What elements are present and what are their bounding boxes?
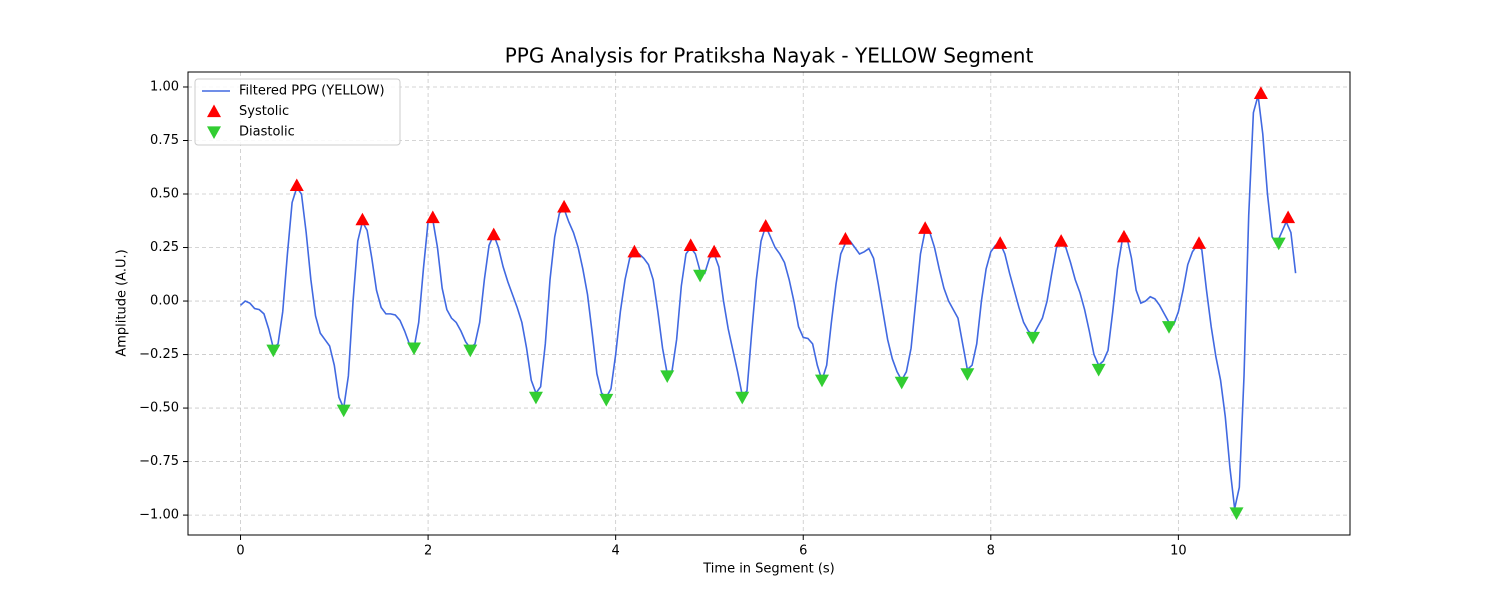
y-tick-label: −0.25 [139,347,179,362]
legend-label: Filtered PPG (YELLOW) [239,84,385,99]
triangle-down-marker [463,344,478,358]
x-tick-label: 6 [799,544,807,559]
triangle-up-marker [1192,236,1207,249]
legend: Filtered PPG (YELLOW) Systolic Diastolic [194,78,401,146]
triangle-up-marker [486,227,501,241]
legend-swatch [207,104,221,118]
triangle-down-marker [599,393,614,407]
triangle-up-marker [1116,229,1131,243]
triangle-up-marker [707,244,722,258]
triangle-down-marker [1091,363,1106,377]
triangle-up-marker [627,244,642,258]
triangle-up-marker [993,236,1008,249]
triangle-up-marker [838,231,853,245]
triangle-up-marker [1253,86,1268,100]
legend-label: Diastolic [239,125,295,140]
x-tick-label: 10 [1170,544,1187,559]
triangle-up-marker [425,210,440,224]
triangle-down-marker [528,391,543,405]
triangle-down-marker [1161,321,1176,334]
triangle-up-marker [1281,210,1296,224]
x-axis-label: Time in Segment (s) [702,562,834,577]
x-tick-label: 2 [424,544,432,559]
triangle-down-marker [894,376,909,390]
y-tick-label: 0.25 [150,240,179,255]
triangle-down-marker [1026,331,1041,345]
triangle-up-marker [918,221,933,234]
triangle-down-marker [960,368,975,381]
triangle-down-marker [693,269,708,283]
legend-swatch [207,126,221,139]
triangle-down-marker [407,342,422,356]
x-tick-label: 4 [612,544,620,559]
y-axis-label: Amplitude (A.U.) [115,249,130,356]
y-tick-label: 0.75 [150,133,179,148]
triangle-up-marker [289,178,304,192]
triangle-down-marker [814,374,829,388]
triangle-up-marker [557,199,572,213]
legend-label: Systolic [239,104,289,119]
chart-title: PPG Analysis for Pratiksha Nayak - YELLO… [505,44,1034,68]
triangle-up-marker [355,212,370,226]
y-tick-label: −0.75 [139,454,179,469]
triangle-down-marker [336,404,351,418]
triangle-up-marker [683,238,698,251]
triangle-down-marker [660,370,675,383]
y-tick-label: 1.00 [150,79,179,94]
y-tick-label: 0.50 [150,187,179,202]
x-tick-label: 8 [987,544,995,559]
y-tick-label: 0.00 [150,294,179,309]
triangle-up-marker [1054,234,1069,247]
triangle-down-marker [1271,237,1286,251]
plot-frame [187,71,1351,536]
triangle-down-marker [735,391,750,405]
x-tick-label: 0 [236,544,244,559]
triangle-up-marker [758,219,773,232]
y-tick-label: −1.00 [139,508,179,523]
triangle-down-marker [1229,507,1244,520]
triangle-down-marker [266,344,281,358]
legend-box [194,78,401,146]
y-tick-label: −0.50 [139,401,179,416]
